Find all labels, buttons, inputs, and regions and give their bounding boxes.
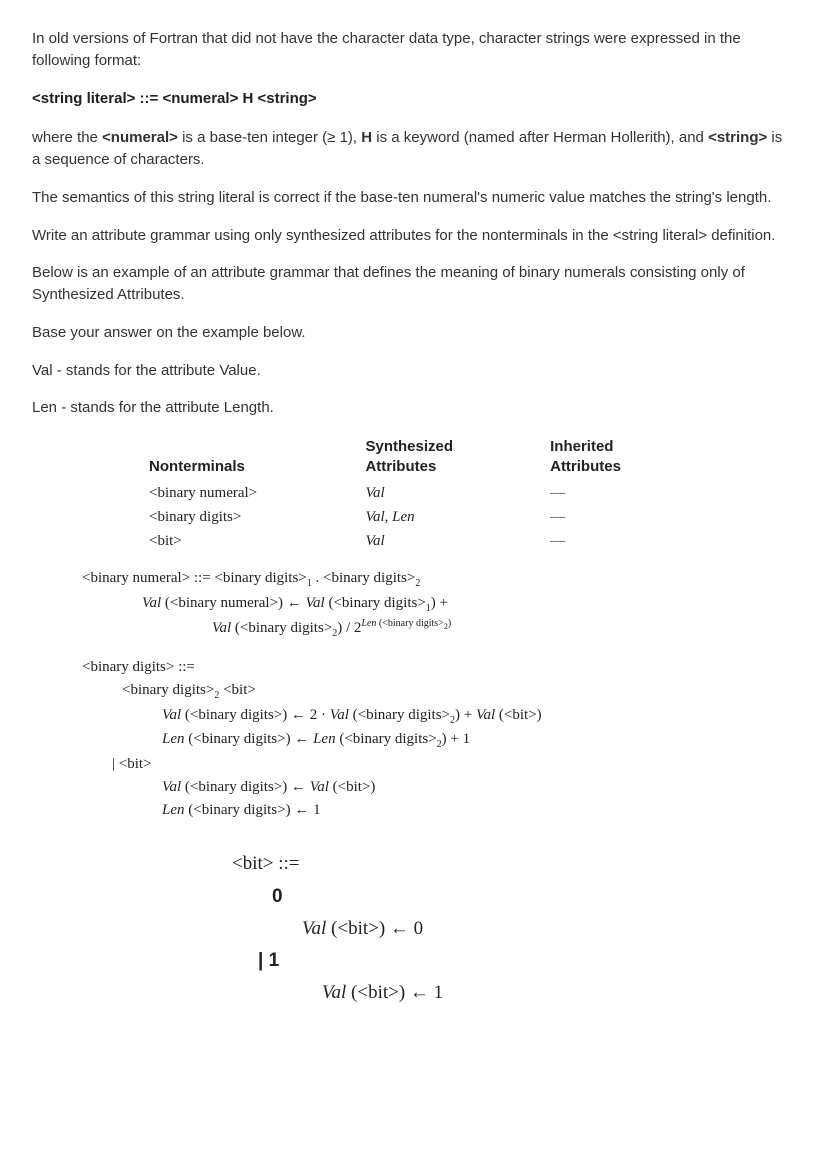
text: ) + [431, 595, 448, 611]
attributes-table: Nonterminals SynthesizedAttributes Inher… [133, 435, 693, 553]
attr-len: Len [162, 731, 185, 747]
text: (<binary numeral>) ← [161, 595, 305, 611]
paragraph-val-def: Val - stands for the attribute Value. [32, 360, 794, 382]
attr-val: Val [302, 918, 326, 939]
text: (<bit>) ← 1 [346, 982, 443, 1003]
text: (<binary digits>) ← 2 · [181, 707, 330, 723]
attr-val: Val [310, 779, 329, 795]
text: is a keyword (named after Herman Holleri… [372, 129, 708, 146]
paragraph-intro: In old versions of Fortran that did not … [32, 28, 794, 72]
text: | <bit> [112, 753, 794, 776]
text: <binary digits> ::= [82, 656, 794, 679]
bnf-definition: <string literal> ::= <numeral> H <string… [32, 88, 794, 110]
cell-inh-attr: — [534, 482, 693, 506]
text: (<bit>) [495, 707, 542, 723]
text: ) + 1 [442, 731, 470, 747]
text: ) + [455, 707, 476, 723]
rule-bit: <bit> ::= 0 Val (<bit>) ← 0 | 1 Val (<bi… [232, 848, 794, 1009]
cell-syn-attr: Val [349, 482, 534, 506]
terminal-zero: 0 [272, 881, 794, 913]
text: (<binary digits> [349, 707, 450, 723]
text: <bit> [219, 682, 256, 698]
attr-val: Val [322, 982, 346, 1003]
text: is a base-ten integer (≥ 1), [178, 129, 361, 146]
paragraph-semantics: The semantics of this string literal is … [32, 187, 794, 209]
table-row: <binary numeral> Val — [133, 482, 693, 506]
attr-val: Val [162, 707, 181, 723]
cell-inh-attr: — [534, 506, 693, 530]
attr-len: Len [162, 802, 185, 818]
superscript: Len (<binary digits>2) [361, 618, 451, 629]
table-row: <binary digits> Val, Len — [133, 506, 693, 530]
attr-val: Val [162, 779, 181, 795]
text: . <binary digits> [312, 570, 416, 586]
grammar-rules: <binary numeral> ::= <binary digits>1 . … [82, 567, 794, 822]
rule-binary-numeral: <binary numeral> ::= <binary digits>1 . … [82, 567, 794, 642]
attr-val: Val [306, 595, 325, 611]
text: ) / 2 [337, 620, 361, 636]
attr-val: Val [330, 707, 349, 723]
attr-val: Val [476, 707, 495, 723]
text: (<binary digits>) ← 1 [185, 802, 321, 818]
cell-nonterminal: <binary digits> [133, 506, 349, 530]
text: (<binary digits> [336, 731, 437, 747]
paragraph-base: Base your answer on the example below. [32, 322, 794, 344]
attr-len: Len [313, 731, 336, 747]
th-synthesized: SynthesizedAttributes [349, 435, 534, 482]
rule-binary-digits: <binary digits> ::= <binary digits>2 <bi… [82, 656, 794, 823]
text: where the [32, 129, 102, 146]
cell-syn-attr: Val, Len [349, 506, 534, 530]
text: <binary digits> [122, 682, 214, 698]
token-numeral: <numeral> [102, 129, 178, 146]
cell-inh-attr: — [534, 530, 693, 554]
text: (<binary digits> [231, 620, 332, 636]
th-inherited: InheritedAttributes [534, 435, 693, 482]
subscript: 2 [415, 578, 420, 589]
th-nonterminals: Nonterminals [133, 435, 349, 482]
paragraph-explain: where the <numeral> is a base-ten intege… [32, 127, 794, 171]
terminal-one: | 1 [258, 945, 794, 977]
text: (<bit>) [329, 779, 376, 795]
table-row: <bit> Val — [133, 530, 693, 554]
text: <bit> ::= [232, 848, 794, 880]
cell-nonterminal: <bit> [133, 530, 349, 554]
text: (<binary digits>) ← [185, 731, 314, 747]
token-h: H [361, 129, 372, 146]
paragraph-example-intro: Below is an example of an attribute gram… [32, 262, 794, 306]
text: (<binary digits> [325, 595, 426, 611]
text: (<binary digits>) ← [181, 779, 310, 795]
token-string: <string> [708, 129, 767, 146]
cell-nonterminal: <binary numeral> [133, 482, 349, 506]
paragraph-task: Write an attribute grammar using only sy… [32, 225, 794, 247]
cell-syn-attr: Val [349, 530, 534, 554]
paragraph-len-def: Len - stands for the attribute Length. [32, 397, 794, 419]
text: (<bit>) ← 0 [326, 918, 423, 939]
text: <binary numeral> ::= <binary digits> [82, 570, 307, 586]
attr-val: Val [142, 595, 161, 611]
attr-val: Val [212, 620, 231, 636]
